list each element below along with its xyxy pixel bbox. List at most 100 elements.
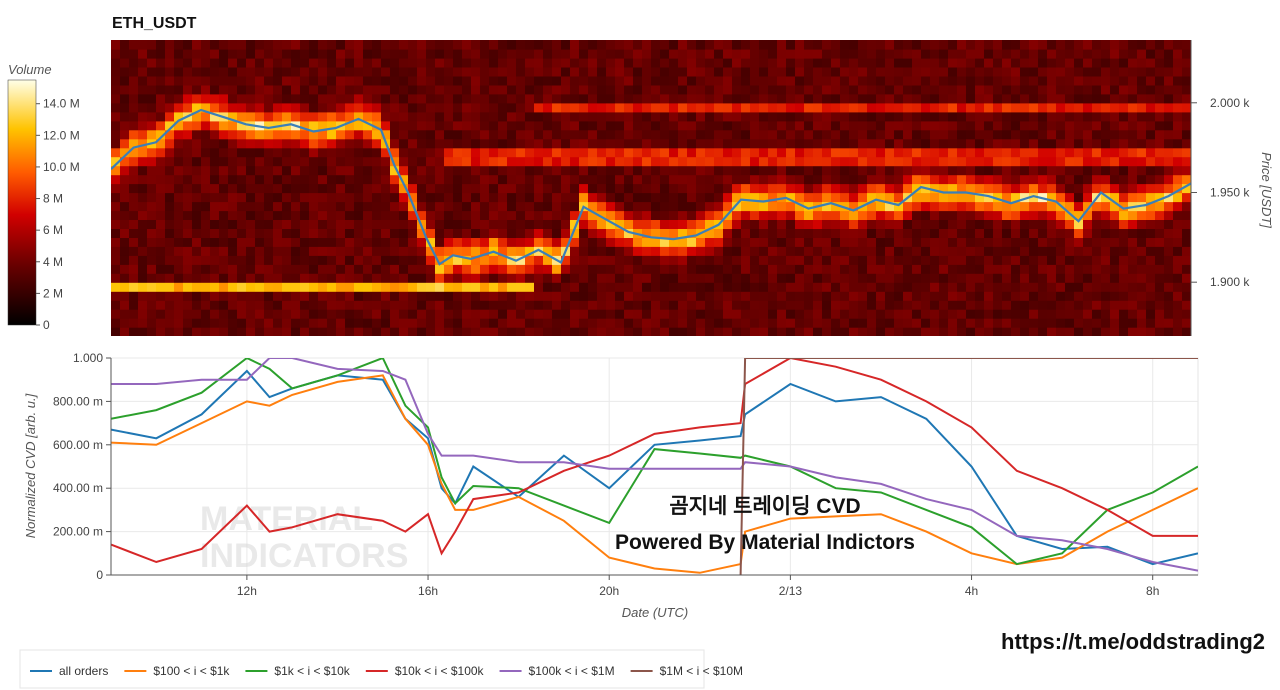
heatmap-cell — [120, 147, 130, 158]
heatmap-cell — [732, 111, 742, 122]
heatmap-cell — [588, 291, 598, 301]
heatmap-cell — [831, 192, 841, 203]
heatmap-cell — [543, 66, 553, 77]
heatmap-cell — [894, 120, 904, 131]
heatmap-cell — [1101, 327, 1111, 336]
heatmap-cell — [642, 49, 652, 59]
heatmap-cell — [957, 75, 967, 86]
heatmap-cell — [588, 183, 598, 194]
heatmap-cell — [453, 57, 463, 68]
heatmap-cell — [336, 201, 346, 212]
heatmap-cell — [975, 327, 985, 336]
heatmap-cell — [516, 318, 526, 328]
heatmap-cell — [453, 165, 463, 176]
heatmap-cell — [453, 49, 463, 59]
telegram-url[interactable]: https://t.me/oddstrading2 — [1001, 629, 1265, 654]
heatmap-cell — [453, 192, 463, 203]
heatmap-cell — [147, 318, 157, 328]
heatmap-cell — [507, 228, 517, 238]
heatmap-cell — [435, 228, 445, 238]
heatmap-cell — [408, 219, 418, 229]
heatmap-cell — [345, 156, 355, 167]
heatmap-cell — [867, 120, 877, 131]
heatmap-cell — [777, 57, 787, 68]
heatmap-cell — [579, 246, 589, 256]
heatmap-cell — [858, 228, 868, 238]
heatmap-cell — [309, 102, 319, 113]
heatmap-cell — [1002, 192, 1012, 203]
heatmap-cell — [219, 93, 229, 104]
heatmap-cell — [831, 219, 841, 229]
heatmap-cell — [993, 282, 1003, 292]
heatmap-cell — [597, 210, 607, 220]
heatmap-cell — [111, 66, 121, 77]
heatmap-cell — [408, 84, 418, 95]
heatmap-cell — [543, 156, 553, 167]
heatmap-cell — [651, 129, 661, 140]
heatmap-cell — [849, 183, 859, 194]
heatmap-cell — [768, 49, 778, 59]
heatmap-cell — [1164, 147, 1174, 158]
heatmap-cell — [1110, 102, 1120, 113]
heatmap-cell — [399, 201, 409, 212]
heatmap-cell — [165, 66, 175, 77]
heatmap-cell — [543, 75, 553, 86]
heatmap-cell — [1128, 84, 1138, 95]
heatmap-cell — [138, 201, 148, 212]
heatmap-cell — [1029, 129, 1039, 140]
heatmap-cell — [939, 40, 949, 50]
heatmap-cell — [1128, 318, 1138, 328]
heatmap-cell — [309, 49, 319, 59]
heatmap-cell — [273, 255, 283, 265]
heatmap-cell — [660, 291, 670, 301]
heatmap-cell — [363, 49, 373, 59]
heatmap-cell — [1137, 255, 1147, 265]
heatmap-cell — [156, 120, 166, 131]
heatmap-cell — [1047, 147, 1057, 158]
heatmap-cell — [237, 57, 247, 68]
heatmap-cell — [363, 138, 373, 149]
heatmap-cell — [192, 228, 202, 238]
heatmap-cell — [1146, 174, 1156, 185]
heatmap-cell — [606, 201, 616, 212]
heatmap-cell — [318, 264, 328, 274]
heatmap-cell — [984, 147, 994, 158]
heatmap-cell — [642, 291, 652, 301]
heatmap-cell — [795, 111, 805, 122]
heatmap-cell — [552, 84, 562, 95]
heatmap-cell — [822, 120, 832, 131]
heatmap-cell — [525, 183, 535, 194]
heatmap-cell — [1020, 228, 1030, 238]
heatmap-cell — [678, 228, 688, 238]
heatmap-cell — [255, 111, 265, 122]
heatmap-cell — [750, 57, 760, 68]
heatmap-cell — [156, 192, 166, 203]
heatmap-cell — [408, 57, 418, 68]
heatmap-cell — [381, 201, 391, 212]
heatmap-cell — [1110, 165, 1120, 176]
heatmap-cell — [246, 327, 256, 336]
heatmap-cell — [1182, 57, 1191, 68]
heatmap-cell — [507, 156, 517, 167]
heatmap-cell — [1173, 282, 1183, 292]
heatmap-cell — [111, 264, 121, 274]
legend-label: all orders — [59, 664, 108, 678]
heatmap-cell — [561, 49, 571, 59]
heatmap-cell — [948, 210, 958, 220]
heatmap-cell — [435, 165, 445, 176]
heatmap-cell — [192, 309, 202, 319]
heatmap-cell — [480, 210, 490, 220]
heatmap-cell — [1047, 273, 1057, 283]
heatmap-cell — [363, 228, 373, 238]
heatmap-cell — [660, 228, 670, 238]
heatmap-cell — [165, 75, 175, 86]
heatmap-cell — [597, 255, 607, 265]
heatmap-cell — [453, 120, 463, 131]
heatmap-cell — [1011, 237, 1021, 247]
heatmap-cell — [174, 273, 184, 283]
heatmap-cell — [840, 219, 850, 229]
heatmap-cell — [1164, 327, 1174, 336]
heatmap-cell — [651, 93, 661, 104]
heatmap-cell — [255, 183, 265, 194]
heatmap-cell — [597, 102, 607, 113]
